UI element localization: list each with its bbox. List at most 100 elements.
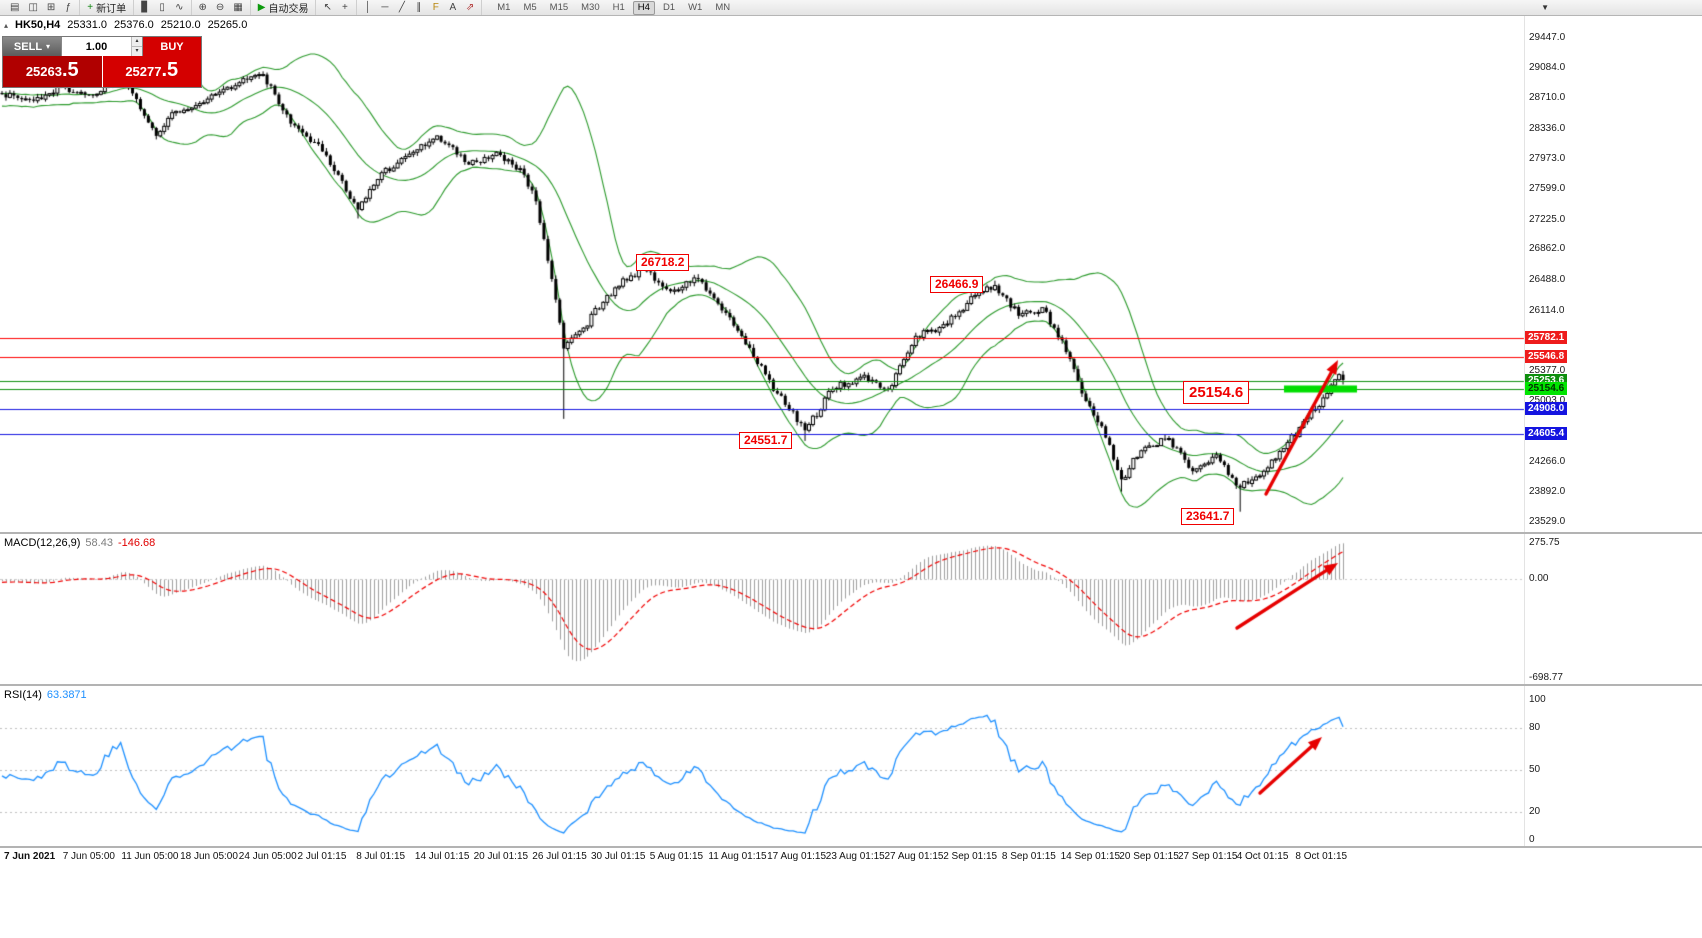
rsi-axis[interactable]: 100 80 50 20 0 (1524, 686, 1702, 846)
time-axis-label: 2 Jul 01:15 (297, 851, 347, 862)
timeframe-h4-button[interactable]: H4 (632, 0, 655, 15)
autotrade-group: ▶ 自动交易 (251, 0, 317, 15)
timeframe-d1-button[interactable]: D1 (662, 2, 676, 13)
autotrading-button[interactable]: ▶ 自动交易 (255, 1, 312, 15)
price-annotation[interactable]: 26718.2 (636, 254, 690, 271)
equidistant-channel-icon[interactable]: ∥ (412, 1, 426, 15)
timeframe-m1-button[interactable]: M1 (497, 2, 511, 13)
price-axis[interactable]: 29447.0 29084.0 28710.0 28336.0 27973.0 27599… (1524, 16, 1702, 532)
panel-separator[interactable] (0, 846, 1702, 848)
text-label-icon-glyph: A (449, 2, 457, 13)
buy-price: 25277 (125, 64, 162, 79)
price-axis-label: 29447.0 (1529, 32, 1566, 43)
rsi-panel-canvas[interactable] (0, 686, 1702, 846)
timeframe-m15-button[interactable]: M15 (549, 2, 569, 13)
buy-price-pips: .5 (161, 59, 179, 81)
fibonacci-retracement-icon[interactable]: F (429, 1, 443, 15)
order-group: + 新订单 (80, 0, 135, 15)
timeframe-w1-button[interactable]: W1 (688, 2, 703, 13)
main-toolbar: ▤ ◫ ⊞ ƒ + 新订单 ▊ ▯ ∿ ⊕ ⊖ ▦ ▶ 自动交易 ↖ + │ ─ ╱ ∥ F A ⇗ M1 M5 M15 M30 H1… (0, 0, 1702, 16)
tile-windows-icon[interactable]: ▦ (230, 1, 245, 15)
price-axis-label: 25377.0 (1529, 364, 1566, 376)
time-axis-label: 8 Oct 01:15 (1295, 851, 1348, 862)
autotrading-button-label: 自动交易 (268, 4, 309, 15)
symbol-period-label: HK50,H4 (15, 19, 61, 31)
arrow-tool-icon[interactable]: ⇗ (463, 1, 477, 15)
market-watch-icon[interactable]: ⊞ (44, 1, 58, 15)
macd-axis-label: -698.77 (1529, 672, 1563, 683)
price-chart-canvas[interactable] (0, 16, 1702, 532)
autotrading-button-glyph: ▶ (257, 2, 266, 13)
vertical-line-icon[interactable]: │ (361, 1, 375, 15)
zoom-out-icon[interactable]: ⊖ (213, 1, 227, 15)
buy-button[interactable]: BUY (143, 37, 201, 56)
price-annotation[interactable]: 23641.7 (1181, 508, 1235, 525)
line-chart-icon-glyph: ∿ (175, 2, 184, 13)
rsi-indicator-label: RSI(14) 63.3871 (4, 689, 87, 701)
rsi-axis-label: 0 (1529, 834, 1535, 845)
panel-separator[interactable] (0, 532, 1702, 534)
equidistant-channel-icon-glyph: ∥ (416, 2, 422, 13)
chart-profiles-icon[interactable]: ◫ (25, 1, 40, 15)
sell-button[interactable]: SELL ▾ (3, 37, 61, 56)
macd-axis[interactable]: 275.75 0.00 -698.77 (1524, 534, 1702, 684)
panel-separator[interactable] (0, 684, 1702, 686)
time-axis-label: 14 Sep 01:15 (1060, 851, 1121, 862)
time-axis-label: 4 Oct 01:15 (1236, 851, 1289, 862)
price-tag: 25782.1 (1525, 330, 1568, 344)
time-axis-label: 30 Jul 01:15 (591, 851, 646, 862)
cursor-icon[interactable]: ↖ (320, 1, 334, 15)
arrow-tool-icon-glyph: ⇗ (465, 2, 475, 13)
time-axis-label: 20 Sep 01:15 (1119, 851, 1179, 862)
timeframe-m30-button[interactable]: M30 (581, 2, 600, 13)
line-chart-icon[interactable]: ∿ (172, 1, 186, 15)
new-order-button[interactable]: + 新订单 (84, 1, 129, 15)
price-axis-label: 29084.0 (1529, 61, 1566, 73)
price-axis-label: 26114.0 (1529, 304, 1565, 316)
time-axis-label: 18 Jun 05:00 (180, 851, 238, 862)
one-click-panel-toggle[interactable]: ▴ (4, 20, 9, 30)
sell-price-pips: .5 (61, 59, 79, 81)
macd-panel-canvas[interactable] (0, 534, 1702, 684)
new-chart-icon[interactable]: ▤ (7, 1, 22, 15)
text-label-icon[interactable]: A (446, 1, 460, 15)
data-window-icon[interactable]: ƒ (61, 1, 75, 15)
timeframe-h1-button[interactable]: H1 (612, 2, 625, 13)
time-axis-label: 2 Sep 01:15 (943, 851, 998, 862)
toolbar-overflow-chevron[interactable]: ▼ (1541, 3, 1549, 12)
price-axis-label: 27973.0 (1529, 152, 1566, 164)
candlestick-chart-icon[interactable]: ▯ (155, 1, 169, 15)
draw-objects-group: │ ─ ╱ ∥ F A ⇗ (357, 0, 483, 15)
horizontal-line-icon[interactable]: ─ (378, 1, 392, 15)
time-axis-label: 14 Jul 01:15 (414, 851, 470, 862)
bar-chart-icon[interactable]: ▊ (138, 1, 152, 15)
volume-decrease-button[interactable]: ▾ (132, 46, 142, 56)
time-axis-label: 11 Aug 01:15 (708, 851, 767, 862)
volume-input[interactable] (62, 37, 131, 56)
sell-price-button[interactable]: 25263.5 (3, 56, 102, 87)
macd-axis-label: 0.00 (1529, 573, 1549, 585)
crosshair-icon[interactable]: + (338, 1, 352, 15)
time-axis-label: 27 Sep 01:15 (1178, 851, 1238, 862)
timeframe-m5-button[interactable]: M5 (523, 2, 537, 13)
timeframe-mn-button[interactable]: MN (715, 2, 731, 13)
time-axis-label: 26 Jul 01:15 (532, 851, 587, 862)
volume-increase-button[interactable]: ▴ (132, 37, 142, 46)
timeframe-group: M1 M5 M15 M30 H1 H4 D1 W1 MN (488, 0, 739, 15)
price-annotation[interactable]: 24551.7 (739, 432, 793, 449)
data-window-icon-glyph: ƒ (65, 2, 72, 13)
zoom-in-icon[interactable]: ⊕ (196, 1, 210, 15)
trendline-icon[interactable]: ╱ (395, 1, 409, 15)
buy-price-button[interactable]: 25277.5 (101, 56, 201, 87)
time-axis[interactable]: 7 Jun 2021 7 Jun 05:00 11 Jun 05:00 18 Jun … (0, 848, 1702, 868)
high-value: 25376.0 (114, 19, 154, 31)
chart-profiles-icon-glyph: ◫ (28, 2, 38, 13)
price-annotation[interactable]: 25154.6 (1183, 381, 1250, 404)
bar-chart-icon-glyph: ▊ (141, 2, 149, 13)
zoom-in-icon-glyph: ⊕ (198, 2, 207, 13)
sell-label: SELL (13, 40, 43, 53)
price-annotation[interactable]: 26466.9 (930, 276, 984, 293)
sell-dropdown-icon[interactable]: ▾ (46, 42, 51, 51)
low-value: 25210.0 (160, 19, 201, 31)
